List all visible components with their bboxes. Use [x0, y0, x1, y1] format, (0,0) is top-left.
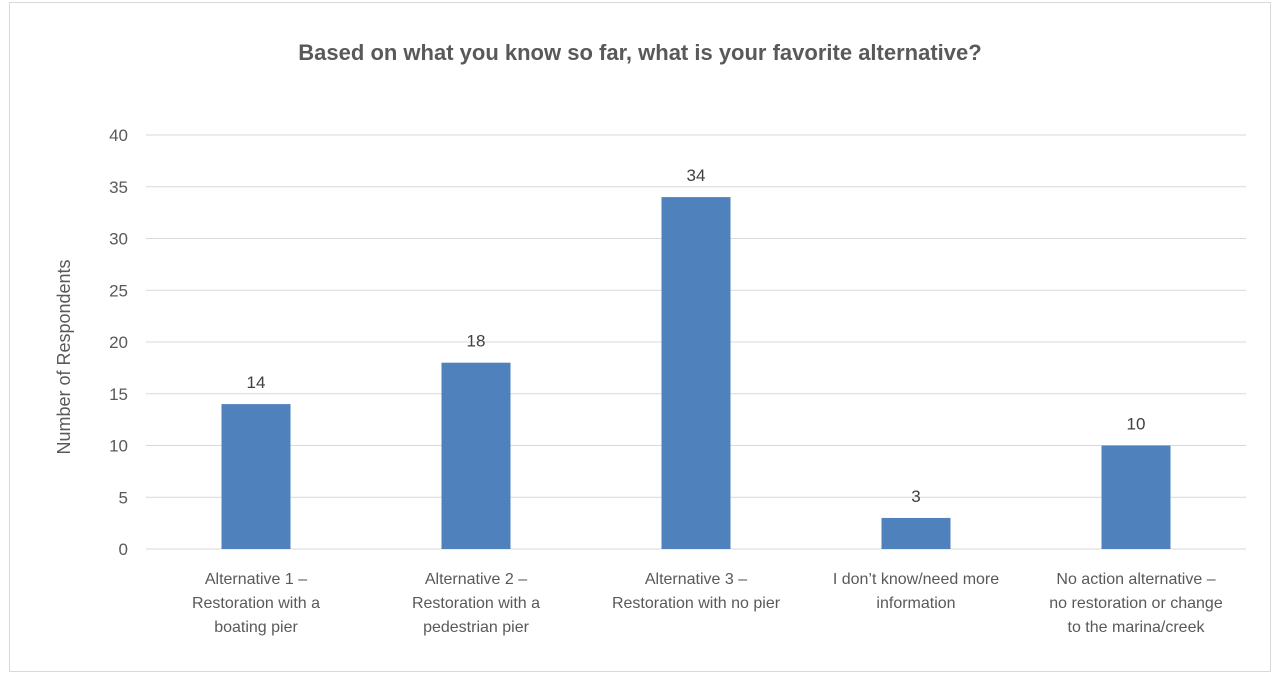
data-label: 14 — [247, 373, 266, 392]
y-tick-label: 15 — [109, 385, 128, 404]
y-tick-label: 35 — [109, 178, 128, 197]
y-tick-label: 5 — [119, 488, 128, 507]
y-tick-label: 30 — [109, 230, 128, 249]
y-axis-label: Number of Respondents — [54, 259, 74, 454]
y-tick-labels: 0 5 10 15 20 25 30 35 40 — [109, 126, 128, 559]
x-tick-label: Alternative 3 – Restoration with no pier — [612, 571, 781, 612]
x-tick-label-line: Restoration with no pier — [612, 595, 781, 612]
x-tick-label-line: Alternative 3 – — [645, 571, 747, 588]
x-tick-labels: Alternative 1 – Restoration with a boating… — [192, 571, 1223, 636]
data-label: 34 — [687, 166, 706, 185]
x-tick-label-line: boating pier — [214, 619, 298, 636]
bar — [441, 362, 511, 549]
x-tick-label: Alternative 1 – Restoration with a boating… — [192, 571, 320, 636]
bar — [661, 197, 731, 549]
data-label: 10 — [1127, 415, 1146, 434]
y-tick-label: 20 — [109, 333, 128, 352]
y-tick-label: 25 — [109, 281, 128, 300]
x-tick-label-line: Restoration with a — [412, 595, 540, 612]
x-tick-label-line: Restoration with a — [192, 595, 320, 612]
data-label: 3 — [911, 487, 920, 506]
data-labels: 14 18 34 3 10 — [247, 166, 1146, 506]
x-tick-label-line: No action alternative – — [1056, 571, 1215, 588]
x-tick-label-line: I don’t know/need more — [833, 571, 999, 588]
x-tick-label: Alternative 2 – Restoration with a pedestr… — [412, 571, 540, 636]
bar — [881, 517, 951, 549]
bar — [221, 404, 291, 549]
x-tick-label-line: no restoration or change — [1049, 595, 1223, 612]
x-tick-label-line: to the marina/creek — [1068, 619, 1206, 636]
x-tick-label-line: pedestrian pier — [423, 619, 530, 636]
x-tick-label: No action alternative – no restoration or… — [1049, 571, 1223, 636]
y-tick-label: 40 — [109, 126, 128, 145]
bars — [221, 197, 1171, 549]
x-tick-label: I don’t know/need more information — [833, 571, 999, 612]
chart-frame — [9, 2, 1271, 672]
x-tick-label-line: Alternative 2 – — [425, 571, 527, 588]
data-label: 18 — [467, 332, 486, 351]
x-tick-label-line: Alternative 1 – — [205, 571, 307, 588]
y-tick-label: 0 — [119, 540, 128, 559]
x-tick-label-line: information — [876, 595, 955, 612]
y-tick-label: 10 — [109, 437, 128, 456]
chart-title: Based on what you know so far, what is y… — [298, 40, 981, 65]
bar — [1101, 445, 1171, 549]
